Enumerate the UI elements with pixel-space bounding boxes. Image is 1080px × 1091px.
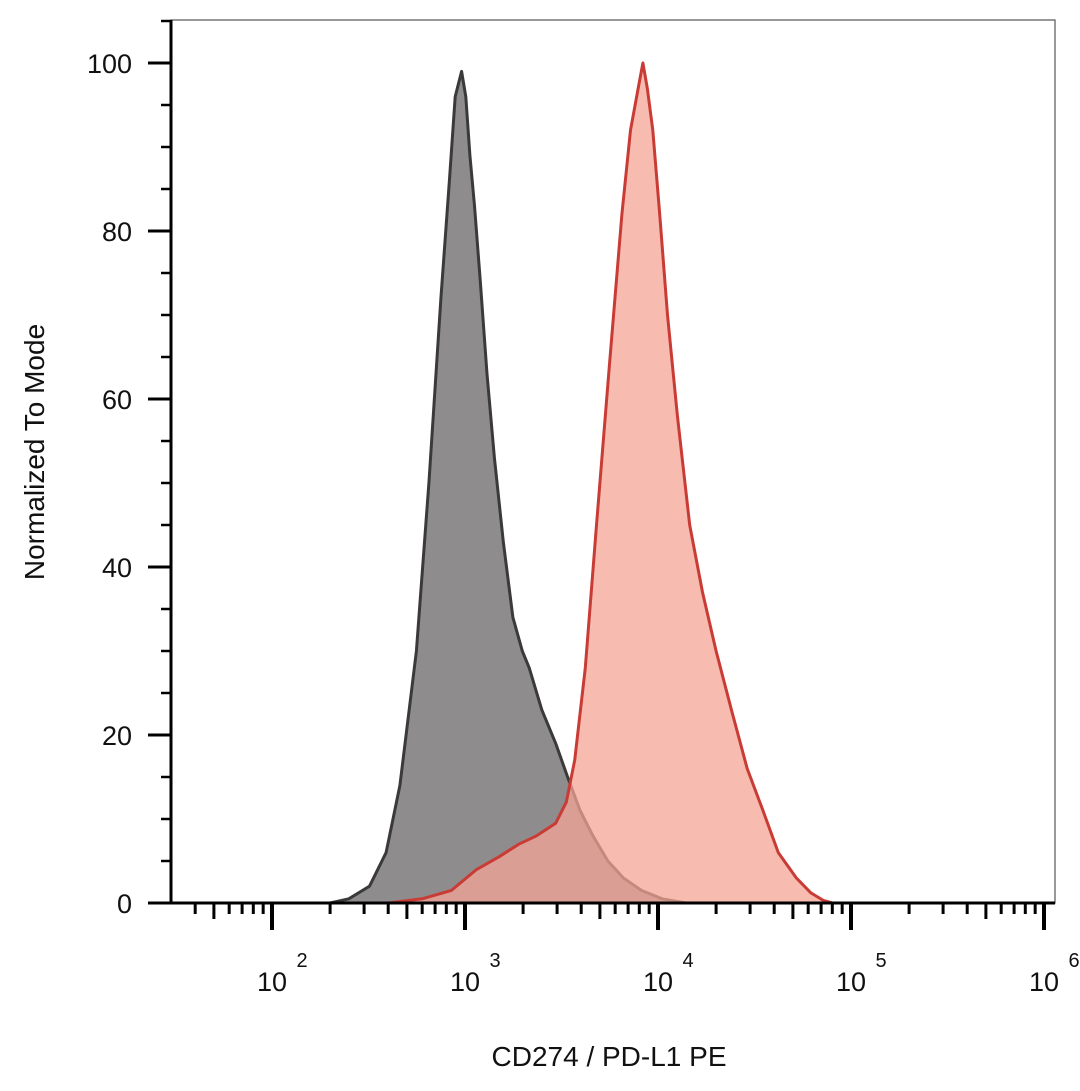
x-tick-exponent: 4 [682, 950, 693, 972]
y-tick-label: 40 [102, 553, 132, 583]
x-tick-label: 10 [257, 967, 287, 997]
x-tick-label: 10 [1029, 967, 1059, 997]
x-tick-exponent: 6 [1068, 950, 1079, 972]
y-tick-label: 20 [102, 721, 132, 751]
x-axis-ticks: 10 2 10 3 10 4 10 5 10 6 [193, 903, 1080, 997]
x-tick-label: 10 [836, 967, 866, 997]
x-axis-title: CD274 / PD-L1 PE [492, 1041, 727, 1072]
x-tick-label: 10 [643, 967, 673, 997]
series-2-histogram [169, 61, 1054, 905]
x-tick-exponent: 3 [489, 950, 500, 972]
y-axis-title: Normalized To Mode [19, 324, 50, 580]
y-tick-label: 60 [102, 385, 132, 415]
x-tick-exponent: 2 [296, 950, 307, 972]
y-tick-label: 80 [102, 217, 132, 247]
x-tick-label: 10 [450, 967, 480, 997]
y-axis-ticks: 0 20 40 60 80 100 [87, 19, 171, 919]
series-layer [169, 61, 1054, 905]
y-tick-label: 0 [117, 889, 132, 919]
y-tick-label: 100 [87, 49, 132, 79]
x-tick-exponent: 5 [875, 950, 886, 972]
